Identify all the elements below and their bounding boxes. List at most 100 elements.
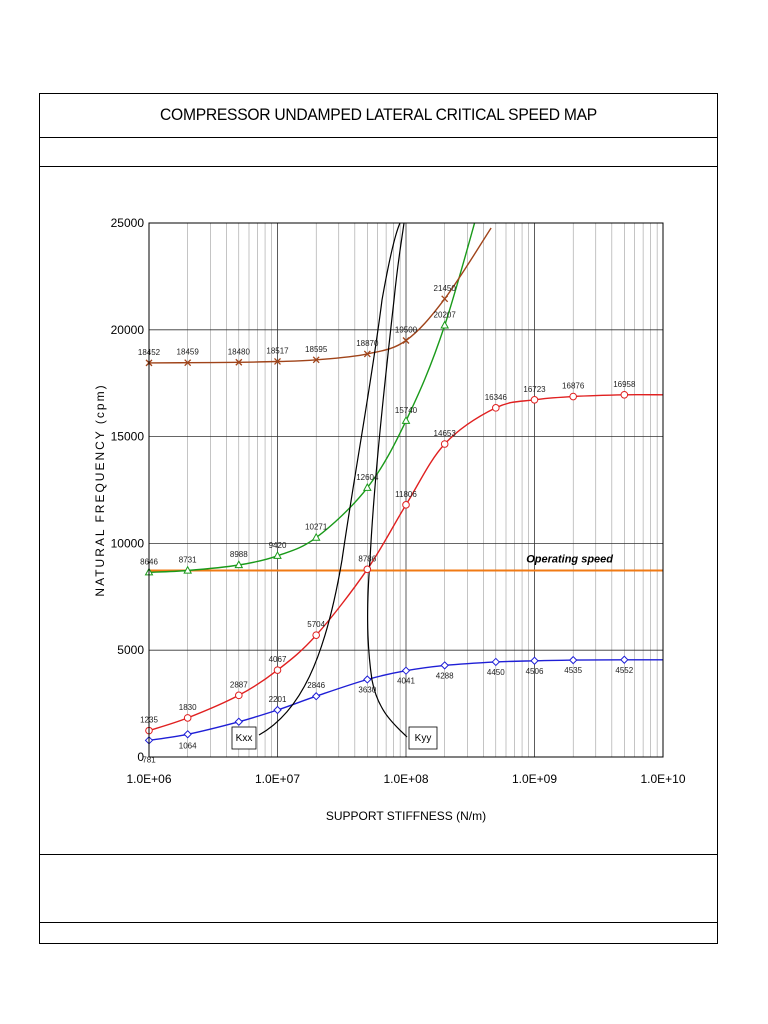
data-label: 14653	[434, 429, 457, 438]
data-label: 4535	[564, 666, 582, 675]
triangle-marker	[440, 320, 450, 329]
diamond-marker	[568, 655, 578, 665]
data-label: 781	[142, 755, 156, 764]
y-tick-label: 25000	[111, 216, 145, 230]
x-tick-label: 1.0E+09	[512, 772, 557, 786]
header-divider	[39, 166, 718, 167]
chart-axes: 1.0E+06 1.0E+07 1.0E+08 1.0E+09 1.0E+10 0 5000…	[111, 216, 686, 786]
kyy-curve	[367, 223, 408, 738]
circle-marker	[440, 440, 449, 448]
data-label: 4288	[436, 671, 454, 680]
data-label: 4552	[615, 666, 633, 675]
data-label: 2887	[230, 680, 248, 689]
x-marker	[402, 337, 410, 344]
triangle-marker	[234, 560, 244, 569]
data-label: 10271	[305, 523, 328, 532]
footer-divider-top	[39, 854, 718, 855]
data-label: 16876	[562, 382, 585, 391]
x-marker	[235, 358, 243, 366]
circle-marker	[620, 390, 629, 399]
x-marker	[363, 350, 371, 358]
circle-marker	[402, 501, 410, 509]
x-tick-label: 1.0E+08	[383, 772, 428, 786]
footer-divider-bottom	[39, 922, 718, 923]
data-label: 18517	[266, 346, 289, 355]
diamond-marker	[363, 675, 372, 684]
data-label: 18480	[228, 347, 251, 356]
y-tick-label: 20000	[111, 323, 145, 337]
x-axis-label: SUPPORT STIFFNESS (N/m)	[326, 809, 486, 823]
diamond-marker	[234, 717, 244, 726]
data-label: 19500	[395, 325, 418, 334]
triangle-marker	[362, 482, 372, 491]
diamond-marker	[620, 655, 629, 664]
data-label: 4450	[487, 668, 505, 677]
data-label: 21450	[434, 284, 457, 293]
x-tick-label: 1.0E+06	[126, 772, 171, 786]
x-marker	[274, 358, 281, 365]
operating-speed-label: Operating speed	[526, 554, 613, 566]
plot-border	[148, 222, 664, 758]
triangle-marker	[311, 532, 321, 541]
diamond-marker	[491, 657, 501, 667]
diamond-marker	[183, 730, 192, 739]
data-label: 15740	[395, 406, 418, 415]
kxx-legend-box: Kxx	[231, 726, 257, 750]
data-label: 18459	[177, 348, 200, 357]
data-label: 16958	[613, 380, 636, 389]
triangle-marker	[183, 565, 193, 574]
diamond-marker	[311, 692, 321, 701]
data-label: 4041	[397, 677, 415, 686]
triangle-marker	[401, 415, 411, 424]
y-tick-label: 5000	[117, 643, 144, 657]
circle-marker	[530, 395, 539, 404]
data-label: 9420	[269, 541, 287, 550]
circle-marker	[569, 392, 577, 401]
data-label: 8786	[358, 554, 376, 563]
data-label: 18870	[356, 339, 379, 348]
data-label: 16346	[485, 393, 508, 402]
circle-marker	[312, 631, 320, 639]
data-label: 2201	[269, 695, 287, 704]
data-label: 12604	[356, 473, 379, 482]
x-marker	[312, 356, 320, 364]
y-tick-label: 10000	[111, 536, 145, 550]
data-label: 3630	[358, 685, 376, 694]
kyy-legend-box: Kyy	[408, 726, 438, 750]
data-label: 4506	[526, 667, 544, 676]
y-tick-label: 15000	[111, 430, 145, 444]
x-marker	[184, 359, 192, 367]
kxx-curve	[258, 223, 401, 736]
x-marker	[441, 295, 449, 303]
circle-marker	[492, 404, 500, 412]
kyy-label: Kyy	[415, 733, 432, 744]
data-label: 20207	[434, 310, 457, 319]
kxx-label: Kxx	[236, 733, 253, 744]
x-tick-label: 1.0E+10	[640, 772, 685, 786]
y-axis-label: NATURAL FREQUENCY (cpm)	[93, 383, 107, 596]
data-label: 8988	[230, 550, 248, 559]
circle-marker	[183, 714, 192, 722]
x-tick-label: 1.0E+07	[255, 772, 300, 786]
page-title: COMPRESSOR UNDAMPED LATERAL CRITICAL SPE…	[160, 105, 597, 124]
title-divider	[39, 137, 718, 138]
data-label: 16723	[523, 385, 546, 394]
diamond-marker	[401, 666, 411, 675]
page-frame	[39, 93, 718, 944]
data-label: 1064	[179, 741, 197, 750]
chart-data-labels: 781 1064 2201 2846 3630 4041 4288 4450 4506 4535 4…	[138, 284, 636, 764]
data-label: 8731	[179, 556, 197, 565]
circle-marker	[363, 565, 372, 574]
circle-marker	[235, 691, 243, 700]
circle-marker	[273, 666, 282, 674]
diamond-marker	[440, 661, 449, 670]
triangle-marker	[273, 550, 282, 559]
y-tick-label: 0	[137, 750, 144, 764]
diamond-marker	[530, 656, 539, 665]
data-label: 1830	[179, 703, 197, 712]
data-label: 2846	[307, 681, 325, 690]
data-label: 4067	[269, 655, 287, 664]
diamond-marker	[273, 705, 282, 715]
data-label: 18595	[305, 345, 328, 354]
